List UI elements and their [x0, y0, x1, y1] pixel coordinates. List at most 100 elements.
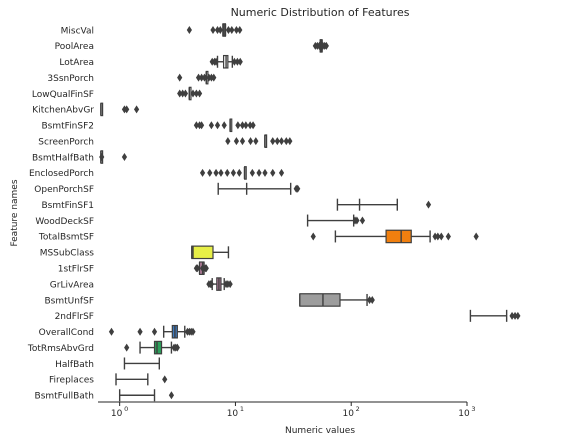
outlier-point — [250, 121, 256, 130]
outlier-point — [247, 121, 253, 130]
iqr-box — [191, 245, 214, 260]
outlier-point — [438, 232, 444, 241]
outlier-point — [253, 137, 259, 146]
outlier-point — [354, 216, 360, 225]
outlier-point — [121, 153, 128, 162]
outlier-point — [208, 121, 215, 130]
outlier-point — [239, 121, 246, 130]
box-1stflrsf — [193, 261, 209, 275]
outlier-point — [196, 89, 203, 98]
y-tick-label: LotArea — [59, 58, 94, 68]
y-tick-label: BsmtFinSF1 — [41, 201, 94, 211]
outlier-point — [218, 168, 224, 177]
y-tick-label: LowQualFinSF — [32, 90, 94, 100]
outlier-point — [230, 168, 236, 177]
box-poolarea — [312, 39, 329, 53]
x-tick-exponent: 3 — [471, 405, 475, 413]
outlier-point — [221, 121, 227, 130]
outlier-point — [323, 41, 329, 50]
box-lowqualfinsf — [177, 86, 203, 101]
outlier-point — [231, 57, 238, 66]
y-tick-label: GrLivArea — [50, 280, 94, 290]
plot-area — [99, 23, 521, 402]
outlier-point — [445, 232, 451, 241]
outlier-point — [237, 57, 243, 66]
box-3ssnporch — [177, 70, 217, 85]
outlier-point — [203, 264, 209, 273]
y-tick-label: TotRmsAbvGrd — [27, 344, 94, 354]
outlier-point — [515, 311, 521, 320]
outlier-point — [229, 26, 235, 34]
box-screenporch — [225, 134, 293, 148]
outlier-point — [243, 121, 249, 130]
iqr-box — [385, 229, 412, 244]
outlier-point — [435, 232, 441, 241]
x-tick-exponent: 0 — [124, 405, 128, 413]
y-tick-label: ScreenPorch — [38, 137, 94, 147]
box-bsmtfinsf1 — [336, 198, 432, 211]
outlier-point — [199, 168, 206, 177]
outlier-point — [473, 232, 479, 241]
y-tick-label: WoodDeckSF — [35, 217, 94, 227]
box-openporchsf — [217, 182, 301, 195]
x-tick-exponent: 1 — [240, 405, 244, 413]
outlier-point — [214, 26, 221, 34]
outlier-point — [190, 327, 196, 336]
outlier-point — [133, 105, 140, 114]
box-kitchenabvgr — [100, 102, 140, 117]
outlier-point — [512, 311, 518, 320]
y-tick-label: 1stFlrSF — [58, 265, 94, 275]
y-tick-label: MiscVal — [61, 26, 94, 36]
y-tick-label: OverallCond — [39, 328, 94, 338]
outlier-point — [198, 73, 205, 82]
outlier-point — [208, 280, 215, 289]
outlier-point — [217, 26, 223, 34]
outlier-point — [174, 343, 180, 352]
outlier-point — [201, 73, 208, 82]
outlier-point — [168, 391, 175, 400]
outlier-point — [193, 121, 199, 130]
outlier-point — [262, 168, 268, 177]
outlier-point — [124, 343, 130, 352]
box-lotarea — [209, 54, 243, 69]
outlier-point — [425, 200, 432, 209]
outlier-point — [213, 57, 219, 66]
box-wooddecksf — [306, 214, 366, 227]
x-tick-label: 10 — [227, 409, 239, 419]
outlier-point — [211, 73, 217, 82]
outlier-point — [99, 153, 105, 162]
outlier-point — [233, 26, 240, 34]
outlier-point — [193, 89, 199, 98]
y-tick-label: EnclosedPorch — [29, 169, 94, 179]
outlier-point — [207, 168, 213, 177]
box-bsmthalfbath — [99, 150, 128, 164]
box-bsmtunfsf — [299, 293, 375, 307]
outlier-point — [249, 168, 255, 177]
outlier-point — [509, 311, 515, 320]
outlier-point — [194, 264, 201, 273]
outlier-point — [287, 137, 293, 146]
y-axis-label: Feature names — [10, 179, 20, 246]
outlier-point — [239, 137, 246, 146]
outlier-point — [180, 89, 186, 98]
outlier-point — [225, 26, 232, 34]
outlier-point — [270, 168, 276, 177]
outlier-point — [151, 327, 158, 336]
outlier-point — [316, 41, 322, 50]
outlier-point — [227, 280, 233, 289]
y-tick-label: TotalBsmtSF — [38, 233, 94, 243]
outlier-point — [369, 295, 375, 304]
x-tick-label: 10 — [111, 409, 123, 419]
box-bsmtfinsf2 — [193, 118, 256, 133]
outlier-point — [432, 232, 438, 241]
outlier-point — [236, 168, 242, 177]
outlier-point — [210, 26, 216, 34]
box-halfbath — [123, 357, 161, 370]
x-tick-label: 10 — [458, 409, 470, 419]
outlier-point — [177, 89, 183, 98]
outlier-point — [366, 295, 373, 304]
outlier-point — [124, 105, 130, 114]
box-miscval — [186, 23, 243, 37]
box-grlivarea — [206, 277, 233, 291]
